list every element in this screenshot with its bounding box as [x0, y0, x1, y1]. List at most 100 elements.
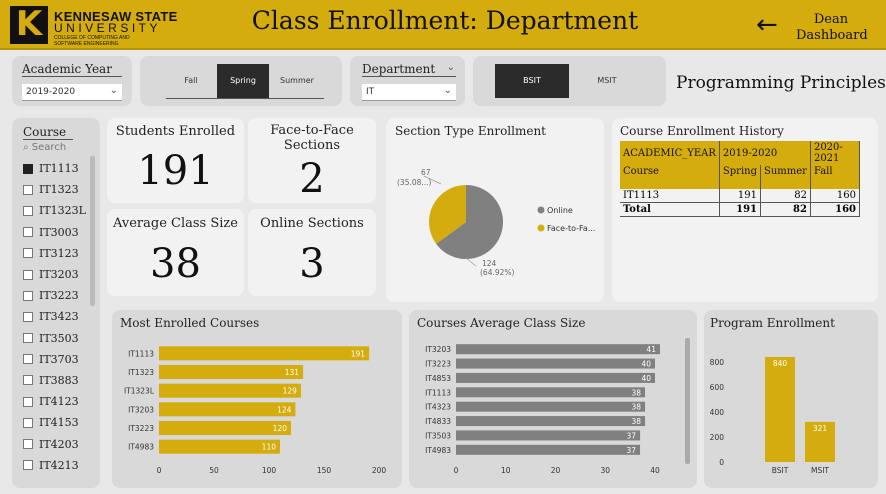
- back-arrow-icon[interactable]: ←: [756, 10, 778, 40]
- checkbox[interactable]: [23, 163, 33, 174]
- department-filter: Department ⌄ IT ⌄: [350, 56, 465, 106]
- department-value: IT: [366, 87, 375, 97]
- program-enrollment-card: Program Enrollment 0 200 400 600 800 840 BSIT 3…: [704, 310, 878, 488]
- checkbox[interactable]: [23, 269, 33, 280]
- legend-f2f: Face-to-Fa...: [547, 224, 595, 233]
- online-sections-label: Online Sections: [260, 216, 364, 231]
- pie-label-f2f-pct: (35.08...): [397, 178, 432, 187]
- department-label: Department: [362, 62, 456, 77]
- department-dropdown[interactable]: IT ⌄: [362, 84, 456, 101]
- checkbox[interactable]: [23, 205, 33, 216]
- ksu-logo-icon: [10, 6, 48, 44]
- most-enrolled-title: Most Enrolled Courses: [120, 316, 260, 330]
- category-label: IT3203: [425, 345, 451, 354]
- tick-label: 50: [209, 466, 219, 475]
- term-summer[interactable]: Summer: [280, 76, 314, 85]
- course-option[interactable]: IT4213: [23, 455, 93, 476]
- students-enrolled-card: Students Enrolled 191: [107, 118, 244, 203]
- data-label: 38: [632, 403, 642, 412]
- dean-dashboard-link[interactable]: Dean Dashboard: [796, 12, 868, 43]
- course-option-label: IT3703: [39, 352, 79, 366]
- course-option[interactable]: IT3123: [23, 243, 93, 264]
- chart-scrollbar[interactable]: [685, 338, 690, 464]
- academic-year-value: 2019-2020: [26, 87, 76, 97]
- table-row: IT1113 191 82 160: [620, 189, 861, 203]
- checkbox[interactable]: [23, 460, 33, 471]
- history-title: Course Enrollment History: [620, 124, 784, 138]
- checkbox[interactable]: [23, 333, 33, 344]
- course-option[interactable]: IT1113: [23, 158, 93, 179]
- checkbox[interactable]: [23, 311, 33, 322]
- history-table: ACADEMIC_YEAR 2019-2020 2020-2021 Course…: [620, 141, 861, 217]
- program-msit[interactable]: MSIT: [597, 76, 617, 85]
- checkbox[interactable]: [23, 248, 33, 259]
- tick-label: 600: [710, 383, 725, 392]
- course-option[interactable]: IT1323: [23, 179, 93, 200]
- tick-label: 0: [719, 458, 724, 467]
- pie-leader-f2f: [423, 175, 442, 185]
- checkbox[interactable]: [23, 439, 33, 450]
- data-label: 124: [277, 405, 292, 414]
- checkbox[interactable]: [23, 184, 33, 195]
- course-option[interactable]: IT3703: [23, 349, 93, 370]
- avg-class-size-chart: IT3203 41 IT3223 40 IT4853 40 IT1113 38 IT4323 38…: [425, 344, 660, 475]
- course-option-label: IT3883: [39, 373, 79, 387]
- course-option[interactable]: IT3003: [23, 222, 93, 243]
- academic-year-dropdown[interactable]: 2019-2020 ⌄: [22, 84, 122, 101]
- hdr-fall: Fall: [810, 165, 861, 189]
- data-label: 120: [273, 424, 288, 433]
- program-bsit[interactable]: BSIT: [495, 64, 569, 98]
- checkbox[interactable]: [23, 396, 33, 407]
- category-label: IT1323L: [124, 387, 155, 396]
- academic-year-label: Academic Year: [22, 62, 122, 77]
- course-search[interactable]: ⌕ Search: [23, 142, 66, 153]
- total-summer: 82: [760, 202, 811, 217]
- bar: [765, 357, 795, 462]
- checkbox[interactable]: [23, 375, 33, 386]
- hdr-year2: 2020-2021: [810, 141, 861, 165]
- term-fall[interactable]: Fall: [184, 76, 198, 85]
- course-option[interactable]: IT3503: [23, 328, 93, 349]
- term-filter: Fall Spring Summer: [140, 56, 342, 106]
- course-option-label: IT4203: [39, 437, 79, 451]
- course-option-label: IT3123: [39, 246, 79, 260]
- total-fall: 160: [810, 202, 861, 217]
- program-filter: BSIT MSIT: [473, 56, 666, 106]
- tick-label: 40: [650, 466, 660, 475]
- course-option[interactable]: IT4203: [23, 433, 93, 454]
- course-option[interactable]: IT4123: [23, 391, 93, 412]
- course-option[interactable]: IT1323L: [23, 200, 93, 221]
- course-option-label: IT1113: [39, 162, 79, 176]
- pie-label-f2f: 67: [421, 168, 431, 177]
- course-option[interactable]: IT3223: [23, 285, 93, 306]
- checkbox[interactable]: [23, 227, 33, 238]
- course-option[interactable]: IT3203: [23, 264, 93, 285]
- total-label: Total: [620, 202, 720, 217]
- data-label: 129: [283, 387, 298, 396]
- chevron-down-icon[interactable]: ⌄: [446, 62, 455, 73]
- program-enrollment-title: Program Enrollment: [710, 316, 835, 330]
- data-label: 110: [262, 443, 277, 452]
- course-option[interactable]: IT4153: [23, 412, 93, 433]
- category-label: IT4983: [128, 443, 154, 452]
- course-scrollbar[interactable]: [90, 156, 95, 306]
- logo-line1: KENNESAW STATE: [54, 9, 178, 24]
- category-label: MSIT: [811, 466, 829, 475]
- data-label: 40: [641, 374, 651, 383]
- hdr-course: Course: [620, 165, 720, 189]
- checkbox[interactable]: [23, 417, 33, 428]
- course-list: IT1113 IT1323 IT1323L IT3003 IT3123 IT3203 IT3…: [23, 158, 93, 476]
- f2f-sections-value: 2: [299, 156, 325, 202]
- data-label: 40: [641, 360, 651, 369]
- checkbox[interactable]: [23, 290, 33, 301]
- course-option[interactable]: IT3423: [23, 306, 93, 327]
- chevron-down-icon: ⌄: [109, 85, 118, 96]
- term-spring[interactable]: Spring: [217, 64, 269, 98]
- tick-label: 200: [372, 466, 387, 475]
- course-option-label: IT3203: [39, 268, 79, 282]
- checkbox[interactable]: [23, 354, 33, 365]
- section-type-pie: 67 (35.08...) 124 (64.92%) Online Face-t…: [397, 168, 595, 277]
- pie-label-online: 124: [482, 259, 497, 268]
- course-option[interactable]: IT3883: [23, 370, 93, 391]
- category-label: IT3223: [425, 360, 451, 369]
